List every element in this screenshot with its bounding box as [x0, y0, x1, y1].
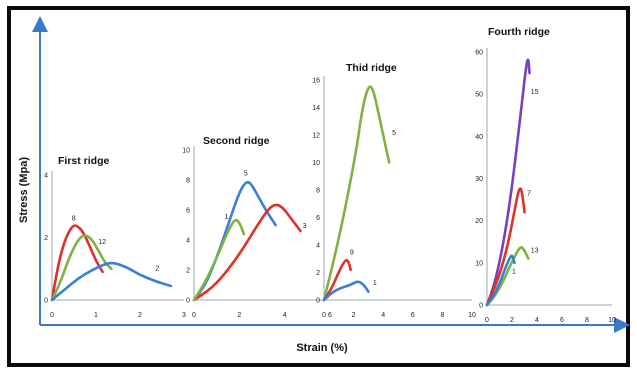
y-tick-label: 0	[479, 303, 483, 310]
curve-label: 5	[244, 171, 248, 178]
curve-label: 13	[531, 247, 539, 254]
y-tick-label: 0	[316, 298, 320, 305]
series-line-7	[485, 187, 526, 307]
x-axis-title: Strain (%)	[296, 342, 348, 354]
x-tick-label: 4	[535, 317, 539, 324]
y-tick-label: 12	[312, 133, 320, 140]
curve-label: 3	[303, 223, 307, 230]
y-tick-label: 14	[312, 105, 320, 112]
y-tick-label: 10	[312, 160, 320, 167]
y-tick-label: 4	[44, 173, 48, 180]
y-tick-label: 2	[316, 270, 320, 277]
panel-4: Fourth ridge 0 10 20 30 40 50 60 0 2 4 6 8 10 15 7 13 1	[475, 26, 616, 324]
x-tick-label: 0	[485, 317, 489, 324]
series-line-1	[322, 280, 370, 302]
curve-label: 8	[72, 215, 76, 222]
y-tick-label: 0	[44, 298, 48, 305]
x-tick-label: 4	[381, 312, 385, 319]
x-tick-label: 2	[510, 317, 514, 324]
x-tick-label: 8	[585, 317, 589, 324]
panel-3: Thid ridge 0 2 4 6 8 10 12 14 16 0 2 4 6 8 10 5 9 1	[312, 62, 476, 319]
figure-frame	[7, 6, 630, 367]
series-line-9	[322, 258, 352, 302]
series-line-3	[192, 203, 302, 302]
x-tick-label: 2	[237, 312, 241, 319]
y-tick-label: 40	[475, 134, 483, 141]
panel-title: Second ridge	[203, 135, 270, 147]
series-line-5	[322, 85, 391, 302]
x-tick-label: 1	[94, 312, 98, 319]
curve-label: 2	[155, 265, 159, 272]
series-line-15	[485, 58, 531, 307]
curve-label: 15	[531, 89, 539, 96]
x-tick-label: 10	[468, 312, 476, 319]
y-tick-label: 30	[475, 176, 483, 183]
curve-label: 1	[512, 268, 516, 275]
y-tick-label: 0	[186, 298, 190, 305]
y-tick-label: 8	[316, 188, 320, 195]
y-tick-label: 20	[475, 218, 483, 225]
y-tick-label: 6	[316, 215, 320, 222]
x-tick-label: 0	[322, 312, 326, 319]
y-tick-label: 10	[182, 148, 190, 155]
x-tick-label: 3	[182, 312, 186, 319]
y-tick-label: 2	[44, 235, 48, 242]
curve-label: 9	[350, 250, 354, 257]
x-tick-label: 2	[352, 312, 356, 319]
x-tick-label: 6	[411, 312, 415, 319]
y-tick-label: 6	[186, 208, 190, 215]
y-tick-label: 10	[475, 260, 483, 267]
y-tick-label: 16	[312, 78, 320, 85]
panel-title: Thid ridge	[346, 62, 397, 74]
y-tick-label: 4	[316, 243, 320, 250]
y-tick-label: 2	[186, 268, 190, 275]
x-tick-label: 2	[138, 312, 142, 319]
main-axes	[32, 16, 630, 333]
x-tick-label: 10	[608, 317, 616, 324]
x-tick-label: 4	[283, 312, 287, 319]
x-tick-label: 6	[328, 312, 332, 319]
x-tick-label: 8	[440, 312, 444, 319]
x-tick-label: 6	[560, 317, 564, 324]
y-tick-label: 50	[475, 92, 483, 99]
series-line-12	[50, 234, 113, 302]
series-line-unnamed-2	[192, 218, 246, 302]
x-tick-label: 0	[192, 312, 196, 319]
series-line-2	[50, 261, 173, 302]
panel-title: Fourth ridge	[488, 26, 550, 38]
y-tick-label: 8	[186, 178, 190, 185]
y-tick-label: 4	[186, 238, 190, 245]
series-line-8	[50, 224, 104, 302]
curve-label: 5	[392, 130, 396, 137]
y-tick-label: 60	[475, 50, 483, 57]
panel-2: Second ridge 0 2 4 6 8 10 0 2 4 6 5 3 1	[182, 135, 332, 319]
series-line-unnamed-3	[485, 254, 516, 307]
panel-title: First ridge	[58, 155, 110, 167]
curve-label: 12	[98, 239, 106, 246]
x-tick-label: 0	[50, 312, 54, 319]
y-axis-title: Stress (Mpa)	[18, 157, 30, 223]
curve-label: 1	[373, 280, 377, 287]
curve-label: 1	[225, 214, 229, 221]
curve-label: 7	[527, 190, 531, 197]
